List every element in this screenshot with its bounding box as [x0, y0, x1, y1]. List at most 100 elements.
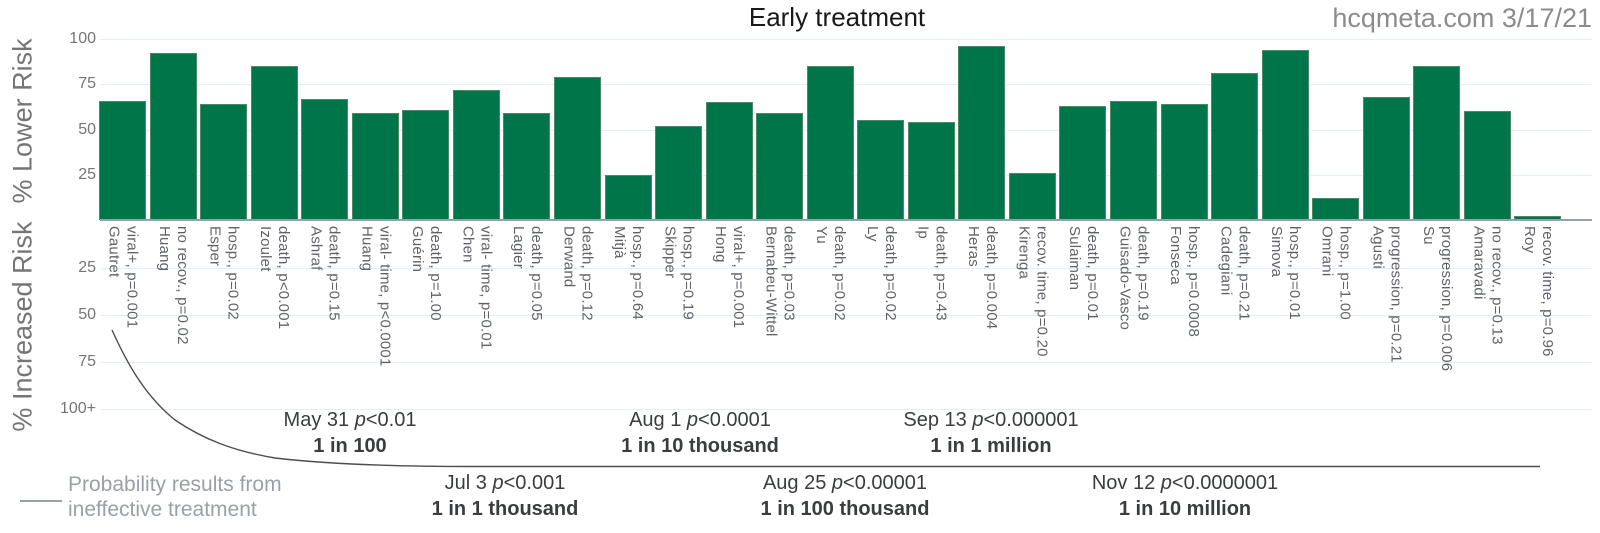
study-name: Ly — [863, 226, 881, 242]
bar-simova — [1261, 49, 1309, 220]
study-name: Huang — [156, 226, 174, 272]
study-label: Kirenga recov. time, p=0.20 — [1014, 226, 1050, 357]
bar-huang — [149, 53, 197, 220]
study-outcome-pvalue: death, p=0.12 — [578, 226, 596, 321]
study-label: Huang viral- time, p<0.0001 — [357, 226, 393, 367]
bar-derwand — [553, 77, 601, 220]
gridline — [100, 268, 1592, 269]
study-outcome-pvalue: death, p=0.43 — [932, 226, 950, 321]
study-outcome-pvalue: hosp., p=0.64 — [629, 226, 646, 320]
study-label: Lagier death, p=0.05 — [509, 226, 545, 321]
study-name: Ashraf — [307, 226, 325, 271]
zero-axis-line — [100, 219, 1592, 221]
annotation-odds: 1 in 10 thousand — [621, 435, 779, 457]
study-name: Izoulet — [257, 226, 275, 272]
study-outcome-pvalue: progression, p=0.21 — [1387, 226, 1405, 363]
study-outcome-pvalue: death, p=0.15 — [325, 226, 343, 321]
study-name: Guérin — [408, 226, 426, 273]
study-outcome-pvalue: hosp., p=0.0008 — [1185, 226, 1203, 338]
y-tick-label: 25 — [78, 166, 96, 183]
study-outcome-pvalue: viral+, p=0.001 — [123, 226, 141, 329]
study-label: Izoulet death, p<0.001 — [256, 226, 292, 329]
y-tick-label: 75 — [78, 75, 96, 92]
bar-cadegiani — [1211, 73, 1259, 220]
annotation-sep-13: Sep 13 p<0.000001 1 in 1 million — [903, 408, 1078, 458]
study-outcome-pvalue: no recov., p=0.02 — [174, 226, 192, 345]
study-name: Yu — [813, 226, 831, 244]
study-name: Roy — [1520, 226, 1538, 254]
annotation-odds: 1 in 1 million — [930, 435, 1052, 457]
study-name: Amaravadi — [1470, 226, 1488, 300]
bar-hong — [705, 102, 753, 220]
study-name: Kirenga — [1015, 226, 1033, 280]
annotation-date-pvalue: Sep 13 p<0.000001 — [903, 409, 1079, 431]
annotation-odds: 1 in 100 thousand — [760, 498, 930, 520]
y-tick-label: 50 — [78, 306, 96, 323]
bar-bernabeu-wittel — [756, 113, 804, 220]
y-tick-label: 100 — [69, 30, 96, 47]
legend-caption: Probability results from ineffective tre… — [68, 472, 282, 522]
bar-mitj- — [604, 174, 652, 220]
bar-agusti — [1362, 96, 1410, 220]
study-label: Sulaiman death, p=0.01 — [1065, 226, 1101, 321]
bar-gu-rin — [402, 109, 450, 220]
study-label: Esper hosp., p=0.02 — [206, 226, 242, 320]
study-name: Mitjà — [611, 226, 628, 259]
study-outcome-pvalue: death, p=0.02 — [831, 226, 849, 321]
study-outcome-pvalue: death, p=0.01 — [1083, 226, 1101, 321]
bar-sulaiman — [1059, 105, 1107, 220]
study-name: Ip — [914, 226, 932, 239]
study-outcome-pvalue: viral- time, p=0.01 — [477, 226, 495, 350]
study-name: Esper — [206, 226, 224, 267]
study-name: Huang — [358, 226, 376, 272]
bar-heras — [958, 46, 1006, 220]
study-outcome-pvalue: death, p=0.21 — [1235, 226, 1253, 321]
study-outcome-pvalue: hosp., p=0.01 — [1286, 226, 1304, 320]
annotation-aug-1: Aug 1 p<0.0001 1 in 10 thousand — [621, 408, 779, 458]
study-label: Cadegiani death, p=0.21 — [1217, 226, 1253, 321]
study-label: Bernabeu-Wittel death, p=0.03 — [762, 226, 798, 337]
y-tick-label: 75 — [78, 353, 96, 370]
study-name: Agusti — [1369, 226, 1387, 269]
y-tick-label: 25 — [78, 259, 96, 276]
study-label: Skipper hosp., p=0.19 — [661, 226, 697, 320]
bar-lagier — [503, 113, 551, 220]
study-label: Yu death, p=0.02 — [812, 226, 848, 321]
study-label: Su progression, p=0.006 — [1419, 226, 1455, 371]
gridline — [100, 39, 1592, 40]
study-label: Ip death, p=0.43 — [913, 226, 949, 321]
legend-caption-line1: Probability results from — [68, 473, 282, 496]
bar-ip — [907, 122, 955, 220]
study-name: Bernabeu-Wittel — [762, 226, 780, 337]
bar-guisado-vasco — [1110, 100, 1157, 220]
annotation-date-pvalue: Aug 25 p<0.00001 — [762, 472, 928, 494]
y-tick-label: 100+ — [59, 400, 96, 417]
bar-omrani — [1312, 198, 1360, 220]
study-outcome-pvalue: hosp., p=0.02 — [224, 226, 242, 320]
bar-kirenga — [1008, 172, 1056, 220]
gridline — [100, 315, 1592, 316]
annotation-jul-3: Jul 3 p<0.001 1 in 1 thousand — [432, 471, 579, 521]
study-label: Roy recov. time, p=0.96 — [1520, 226, 1556, 357]
annotation-odds: 1 in 1 thousand — [431, 498, 579, 520]
study-outcome-pvalue: death, p=0.03 — [780, 226, 798, 321]
y-tick-label: 50 — [78, 121, 96, 138]
study-outcome-pvalue: death, p=0.05 — [527, 226, 545, 321]
study-name: Fonseca — [1167, 226, 1185, 285]
annotation-nov-12: Nov 12 p<0.0000001 1 in 10 million — [1092, 471, 1278, 521]
study-outcome-pvalue: death, p=0.19 — [1134, 226, 1152, 321]
study-label: Huang no recov., p=0.02 — [155, 226, 191, 345]
bar-gautret — [99, 100, 146, 220]
study-outcome-pvalue: viral- time, p<0.0001 — [376, 226, 394, 367]
study-label: Omrani hosp., p=1.00 — [1318, 226, 1354, 320]
study-name: Lagier — [509, 226, 527, 269]
bar-skipper — [655, 125, 703, 220]
annotation-may-31: May 31 p<0.01 1 in 100 — [284, 408, 417, 458]
study-outcome-pvalue: death, p=0.004 — [982, 226, 1000, 330]
bar-fonseca — [1160, 104, 1208, 220]
study-label: Derwand death, p=0.12 — [559, 226, 595, 321]
bar-ly — [857, 120, 905, 220]
study-name: Skipper — [661, 226, 679, 279]
study-name: Cadegiani — [1217, 226, 1235, 296]
